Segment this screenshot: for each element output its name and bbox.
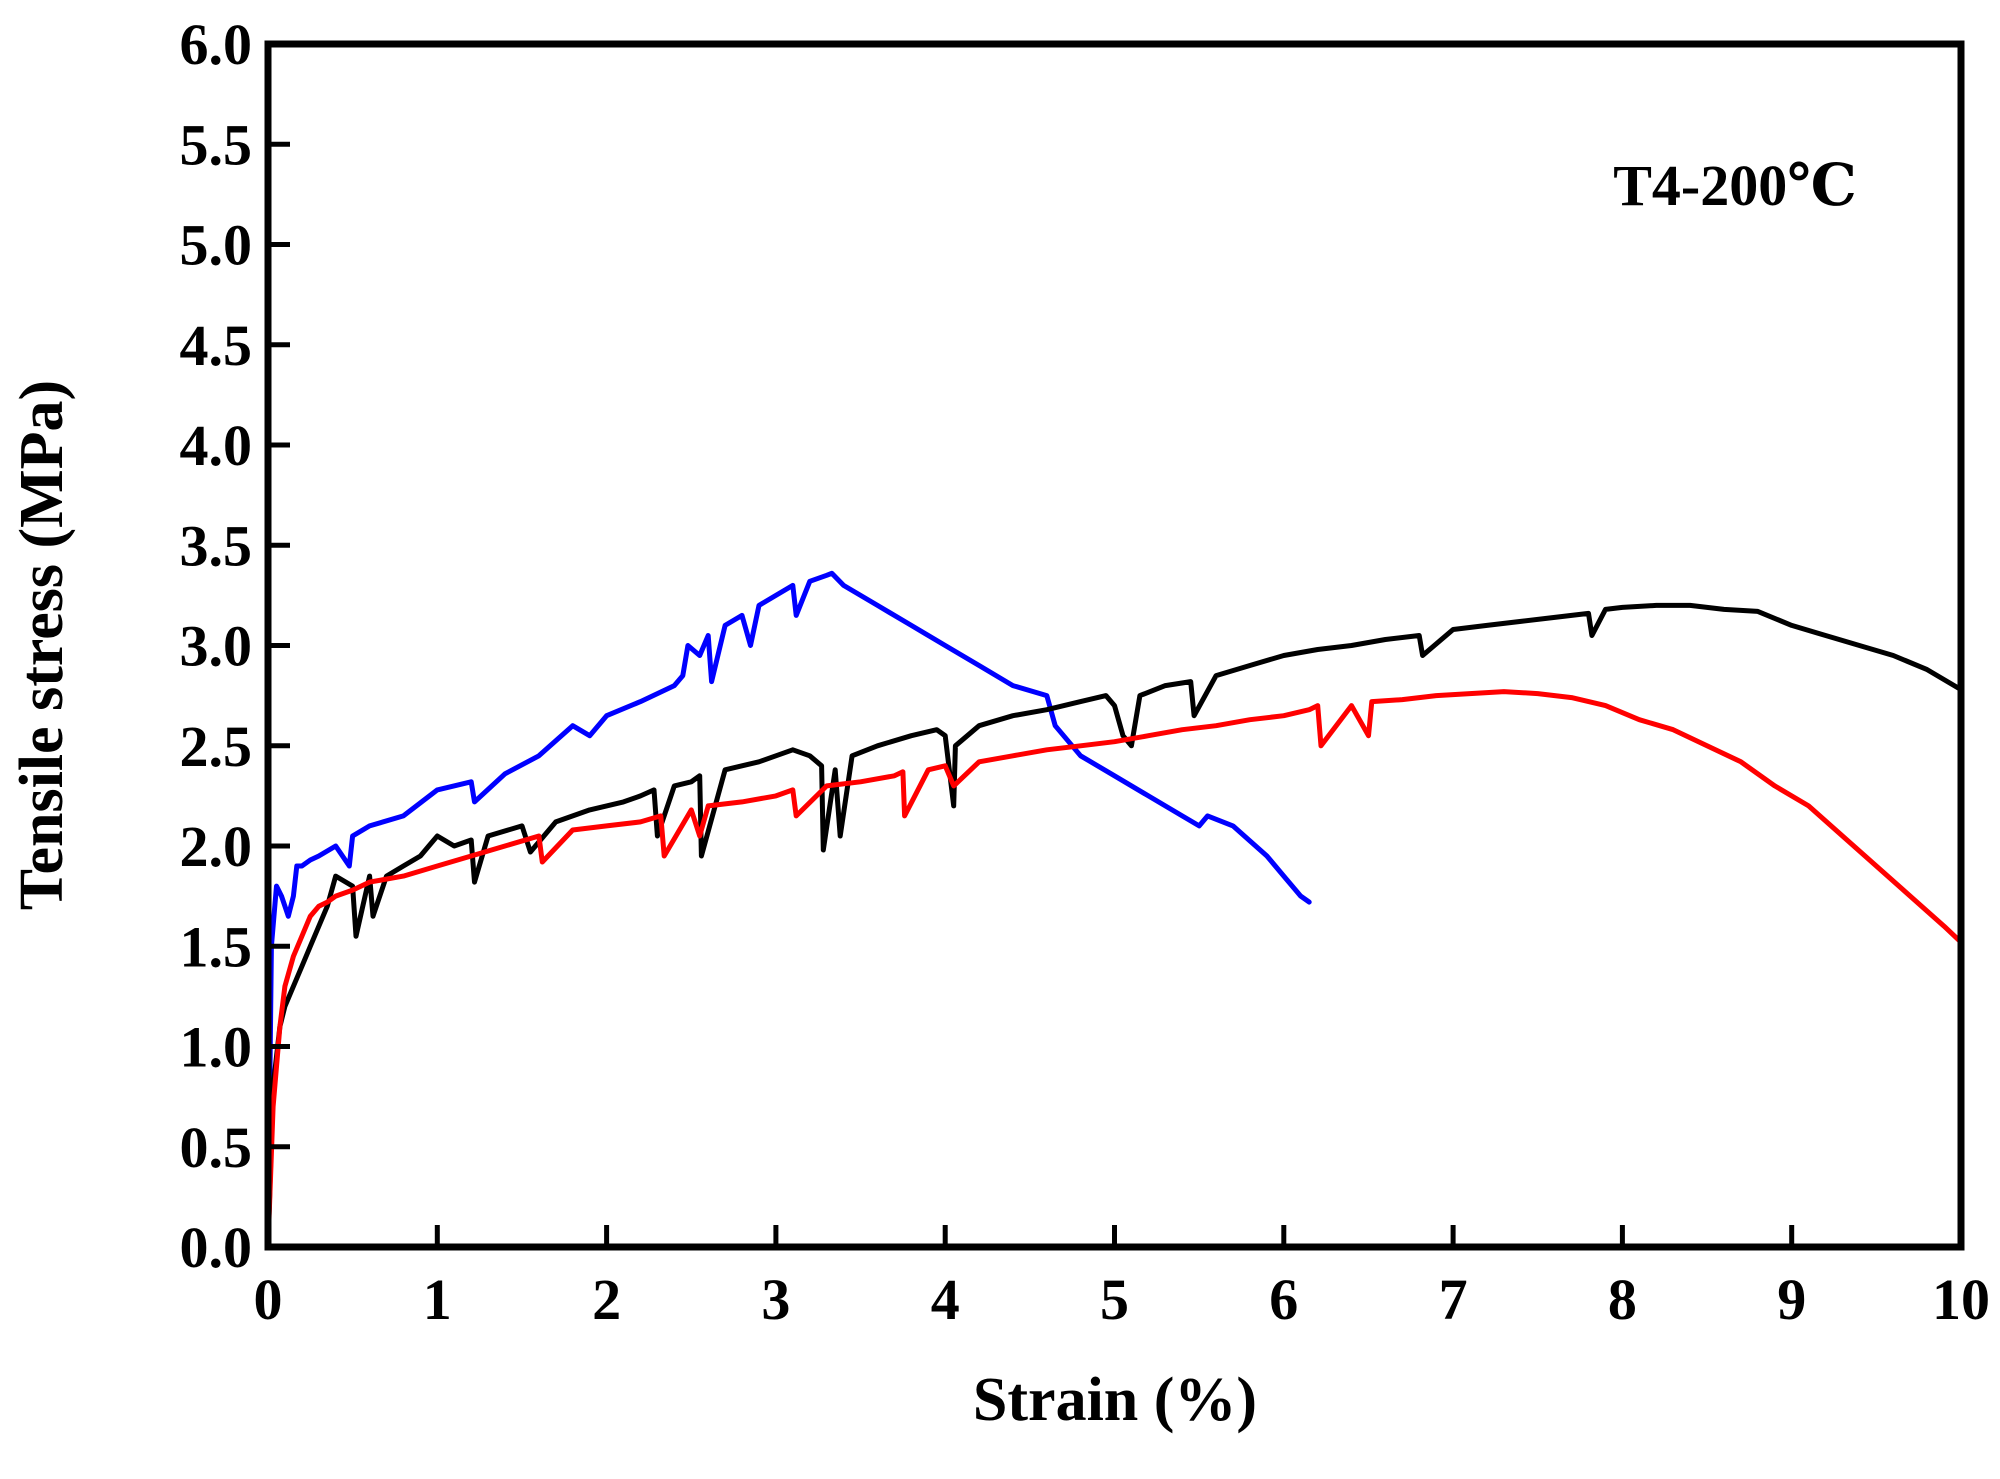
x-tick-label: 3 (761, 1267, 790, 1332)
y-tick-label: 1.0 (180, 1015, 253, 1080)
x-tick-label: 2 (592, 1267, 621, 1332)
x-tick-label: 5 (1100, 1267, 1129, 1332)
x-tick-label: 8 (1608, 1267, 1637, 1332)
y-tick-label: 0.5 (180, 1115, 253, 1180)
x-tick-label: 0 (254, 1267, 283, 1332)
tick-label-layer: 0 1 2 3 4 5 6 7 8 9 10 0.0 0.5 1.0 1.5 2.0 2.5 3.0 3.5 4.0 4… (180, 12, 1991, 1332)
condition-annotation: T4-200℃ (1613, 153, 1857, 218)
y-tick-label: 4.5 (180, 313, 253, 378)
x-tick-label: 6 (1269, 1267, 1298, 1332)
series-line-red (265, 689, 1964, 1250)
y-axis-title: Tensile stress (MPa) (8, 380, 76, 910)
series-layer (265, 570, 1964, 1250)
y-tick-label: 0.0 (180, 1215, 253, 1280)
y-tick-label: 2.0 (180, 814, 253, 879)
plot-frame (264, 40, 1965, 1251)
series-line-blue (265, 570, 1312, 1250)
x-tick-label: 4 (931, 1267, 960, 1332)
x-tick-label: 7 (1439, 1267, 1468, 1332)
y-tick-label: 3.5 (180, 513, 253, 578)
series-line-black (265, 602, 1964, 1250)
tick-layer (265, 41, 1964, 1250)
y-tick-label: 4.0 (180, 413, 253, 478)
x-axis-title: Strain (%) (973, 1366, 1257, 1434)
y-tick-label: 6.0 (180, 12, 253, 77)
x-tick-label: 10 (1932, 1267, 1990, 1332)
y-tick-label: 5.5 (180, 112, 253, 177)
x-tick-label: 1 (423, 1267, 452, 1332)
x-tick-label: 9 (1777, 1267, 1806, 1332)
y-tick-label: 2.5 (180, 714, 253, 779)
y-tick-label: 1.5 (180, 914, 253, 979)
y-tick-label: 5.0 (180, 213, 253, 278)
y-tick-label: 3.0 (180, 614, 253, 679)
